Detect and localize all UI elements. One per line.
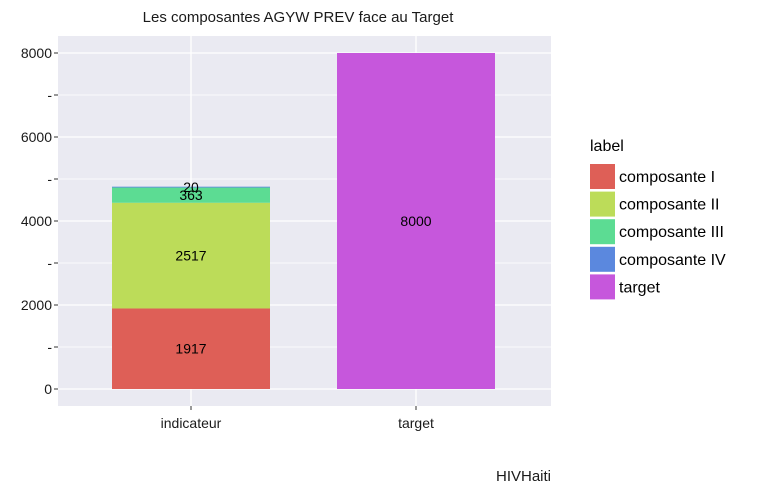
y-tick-label: 0 [44,381,52,397]
legend-swatch [590,274,615,300]
legend-label: composante II [619,197,720,214]
legend-title: label [590,138,624,155]
bar-segment [112,308,270,389]
y-tick-label: 2000 [21,297,52,313]
legend-swatch [590,246,615,272]
bar-segment [112,202,270,309]
chart-title: Les composantes AGYW PREV face au Target [143,9,455,26]
bar-segment [112,186,270,188]
legend-swatch [590,219,615,245]
legend: label composante I composante II composante… [590,138,726,300]
y-tick-label: 4000 [21,213,52,229]
data-label: 363 [179,187,203,203]
legend-swatch [590,191,615,217]
y-axis: 0 - 2000 - 4000 - 6000 - 8000 [21,45,58,397]
legend-label: composante III [619,224,724,241]
x-tick-label: indicateur [161,415,222,431]
data-label: 2517 [175,248,206,264]
bar-segment [337,53,495,389]
y-tick-label: - [47,171,52,187]
data-label: 20 [183,179,199,195]
y-tick-label: - [47,339,52,355]
chart-caption: HIVHaiti [496,468,551,485]
data-label: 1917 [175,341,206,357]
y-tick-label: 6000 [21,129,52,145]
y-tick-label: - [47,255,52,271]
legend-swatch [590,164,615,189]
legend-label: target [619,279,660,296]
legend-label: composante I [619,169,715,186]
y-tick-label: 8000 [21,45,52,61]
bars [112,53,495,389]
legend-label: composante IV [619,252,726,269]
bar-segment [112,187,270,203]
x-tick-label: target [398,415,434,431]
x-axis: indicateur target [161,406,434,431]
y-tick-label: - [47,87,52,103]
data-label: 8000 [400,213,431,229]
